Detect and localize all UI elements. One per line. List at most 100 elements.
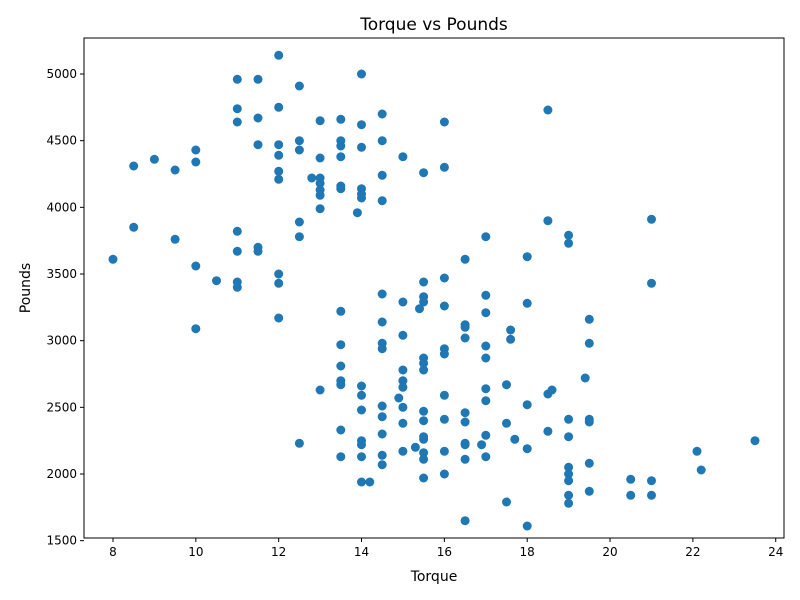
data-point-60 (352, 208, 362, 218)
data-point-108 (419, 416, 429, 426)
data-point-57 (336, 380, 346, 390)
y-axis-label: Pounds (18, 263, 34, 313)
data-point-20 (253, 140, 263, 150)
data-point-68 (357, 390, 366, 400)
data-point-100 (419, 168, 429, 178)
data-point-83 (377, 401, 387, 411)
data-point-25 (274, 140, 284, 150)
data-point-1 (129, 161, 139, 171)
data-point-115 (439, 162, 449, 172)
data-point-139 (481, 353, 491, 363)
data-point-52 (336, 184, 346, 194)
data-point-30 (274, 278, 284, 288)
data-point-169 (580, 373, 590, 383)
data-point-164 (564, 462, 574, 472)
data-point-78 (377, 196, 387, 206)
data-point-98 (410, 442, 420, 452)
data-point-9 (191, 324, 201, 334)
data-point-11 (232, 74, 242, 84)
data-point-128 (460, 408, 470, 418)
data-point-39 (315, 116, 325, 126)
data-point-73 (357, 477, 366, 487)
data-point-77 (377, 170, 387, 180)
x-axis-label: Torque (410, 569, 458, 585)
data-point-0 (108, 254, 118, 264)
plot-frame (83, 37, 785, 539)
data-point-47 (336, 114, 346, 124)
points-layer (108, 50, 760, 531)
data-point-144 (502, 380, 511, 390)
data-point-29 (274, 269, 284, 279)
data-point-135 (481, 232, 491, 242)
data-point-174 (584, 458, 594, 468)
data-point-116 (439, 273, 449, 283)
y-tick-label-4: 3500 (46, 267, 77, 281)
data-point-82 (377, 344, 387, 354)
data-point-99 (415, 304, 424, 314)
data-point-53 (336, 306, 346, 316)
data-point-113 (419, 473, 429, 483)
x-tick-label-8: 24 (768, 545, 783, 559)
data-point-5 (170, 234, 180, 244)
data-point-163 (564, 432, 574, 442)
data-point-32 (294, 81, 304, 91)
data-point-90 (398, 297, 408, 307)
data-point-58 (336, 425, 346, 435)
data-point-96 (398, 418, 408, 428)
y-tick-label-7: 5000 (46, 67, 77, 81)
data-point-162 (564, 414, 574, 424)
data-point-134 (477, 440, 487, 450)
data-point-15 (232, 246, 242, 256)
data-point-168 (564, 498, 574, 508)
data-point-173 (584, 417, 594, 427)
data-point-84 (377, 412, 387, 422)
data-point-179 (647, 278, 656, 288)
data-point-166 (564, 476, 574, 486)
data-point-133 (460, 516, 470, 526)
data-point-149 (510, 434, 520, 444)
data-point-112 (419, 454, 429, 464)
y-tick-label-0: 1500 (46, 534, 77, 548)
data-point-175 (584, 486, 594, 496)
data-point-171 (584, 338, 594, 348)
data-point-3 (149, 154, 159, 164)
data-point-158 (543, 426, 553, 436)
data-point-34 (294, 145, 304, 155)
y-tick-label-5: 4000 (46, 200, 77, 214)
data-point-121 (439, 414, 449, 424)
data-point-184 (750, 436, 760, 446)
data-point-183 (696, 465, 706, 475)
data-point-42 (315, 178, 325, 188)
y-axis-ticks: 1500 2000 2500 3000 3500 4000 4500 5000 (46, 67, 84, 548)
data-point-50 (336, 152, 346, 162)
data-point-28 (274, 174, 284, 184)
data-point-33 (294, 136, 304, 146)
data-point-120 (439, 390, 449, 400)
data-point-127 (460, 333, 470, 343)
x-tick-label-0: 8 (109, 545, 117, 559)
data-point-178 (647, 214, 656, 224)
data-point-24 (274, 102, 284, 112)
data-point-61 (357, 69, 366, 79)
data-point-86 (377, 450, 387, 460)
data-point-165 (564, 469, 574, 479)
data-point-170 (584, 314, 594, 324)
x-tick-label-5: 18 (520, 545, 535, 559)
data-point-150 (522, 252, 532, 262)
data-point-10 (212, 276, 221, 286)
data-point-59 (336, 452, 346, 462)
data-point-101 (419, 277, 429, 287)
data-point-123 (439, 469, 449, 479)
data-point-45 (315, 204, 325, 214)
data-point-146 (502, 497, 511, 507)
data-point-167 (564, 490, 574, 500)
data-point-105 (419, 358, 429, 368)
data-point-147 (506, 325, 516, 335)
data-point-54 (336, 340, 346, 350)
data-point-2 (129, 222, 139, 232)
data-point-13 (232, 117, 242, 127)
data-point-182 (692, 446, 702, 456)
data-point-19 (253, 113, 263, 123)
y-tick-label-6: 4500 (46, 134, 77, 148)
data-point-85 (377, 429, 387, 439)
